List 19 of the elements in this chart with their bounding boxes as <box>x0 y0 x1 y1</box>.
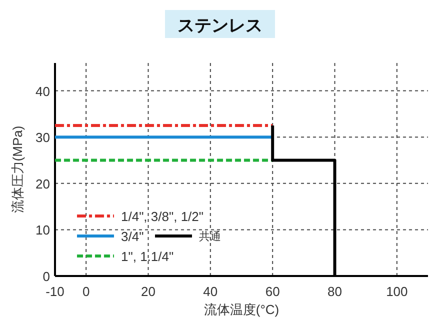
x-tick-label: 0 <box>82 284 90 299</box>
y-axis-title: 流体圧力(MPa) <box>10 126 25 214</box>
legend-label: 共通 <box>199 230 221 243</box>
x-tick-label: 100 <box>386 284 408 299</box>
y-tick-label: 30 <box>36 130 50 146</box>
y-tick-label: 10 <box>36 222 50 238</box>
legend-label: 3/4" <box>121 229 144 244</box>
legend-label: 1/4", 3/8", 1/2" <box>121 209 204 224</box>
y-tick-label: 20 <box>36 176 50 192</box>
x-tick-label: 60 <box>265 284 280 299</box>
y-tick-label: 40 <box>36 84 50 99</box>
x-axis-title: 流体温度(°C) <box>204 302 280 317</box>
x-tick-label: -10 <box>46 284 64 299</box>
x-tick-label: 40 <box>203 284 218 299</box>
chart-title: ステンレス <box>178 16 262 35</box>
x-tick-label: 20 <box>141 284 156 299</box>
y-tick-label: 0 <box>42 269 50 284</box>
x-tick-label: 80 <box>328 284 342 299</box>
legend-label: 1", 1.1/4" <box>121 249 174 264</box>
